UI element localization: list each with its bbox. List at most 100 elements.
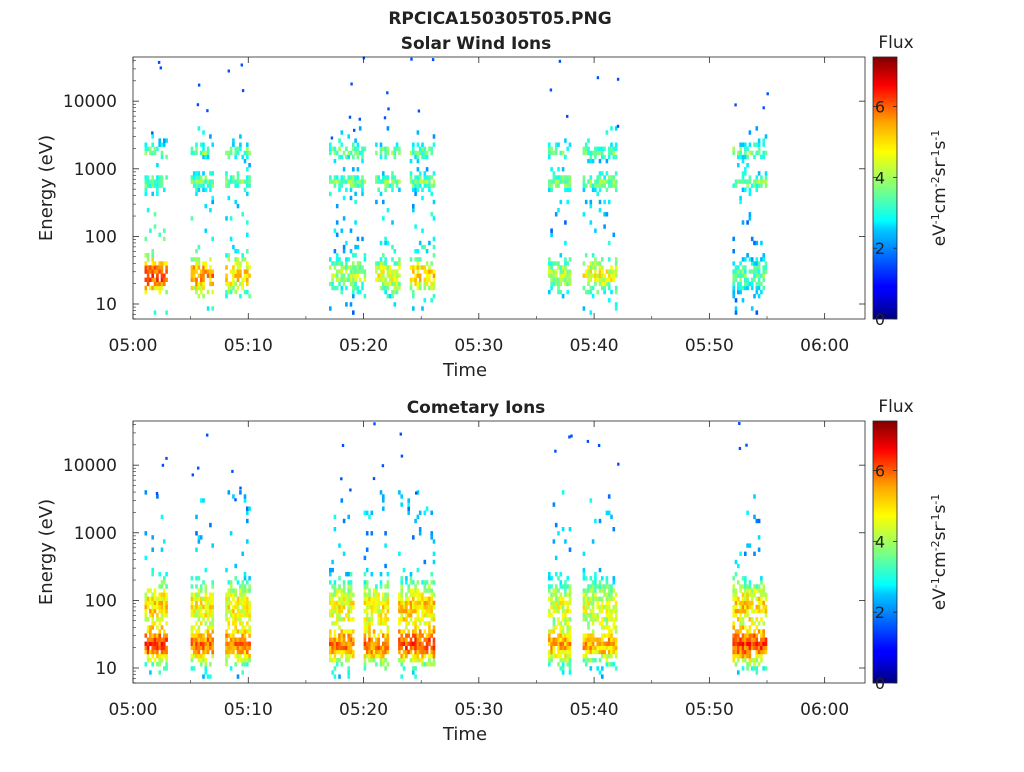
- heatmap-cell: [363, 653, 367, 659]
- heatmap-cell: [557, 617, 560, 622]
- heatmap-cell: [612, 273, 616, 278]
- heatmap-cell: [566, 576, 569, 581]
- heatmap-cell: [347, 637, 350, 642]
- heatmap-cell: [165, 613, 168, 618]
- heatmap-cell: [557, 531, 560, 536]
- heatmap-cell: [199, 604, 203, 610]
- heatmap-cell: [550, 179, 553, 184]
- x-tick-label: 05:20: [339, 336, 388, 356]
- heatmap-cell: [356, 183, 360, 188]
- heatmap-cell: [416, 567, 420, 573]
- heatmap-cell: [766, 92, 769, 96]
- heatmap-cell: [241, 277, 244, 282]
- heatmap-cell: [234, 588, 237, 593]
- heatmap-cell: [225, 294, 228, 299]
- heatmap-cell: [197, 641, 201, 646]
- heatmap-cell: [757, 142, 761, 147]
- heatmap-cell: [594, 617, 597, 622]
- heatmap-cell: [229, 637, 233, 642]
- heatmap-cell: [342, 249, 346, 254]
- heatmap-cell: [232, 277, 235, 282]
- heatmap-cell: [566, 199, 569, 205]
- heatmap-cell: [748, 629, 752, 634]
- heatmap-cell: [349, 633, 353, 638]
- heatmap-cell: [561, 666, 565, 671]
- heatmap-cell: [377, 592, 380, 597]
- heatmap-cell: [412, 265, 415, 270]
- heatmap-cell: [607, 285, 611, 291]
- heatmap-cell: [416, 249, 420, 254]
- heatmap-cell: [568, 645, 572, 651]
- heatmap-cell: [552, 625, 556, 630]
- heatmap-cell: [206, 269, 210, 274]
- heatmap-cell: [156, 146, 159, 151]
- heatmap-cell: [582, 641, 586, 646]
- heatmap-cell: [601, 666, 604, 671]
- heatmap-cell: [400, 494, 403, 499]
- heatmap-cell: [755, 641, 759, 646]
- heatmap-cell: [239, 608, 242, 614]
- heatmap-cell: [750, 285, 754, 291]
- heatmap-cell: [197, 175, 201, 180]
- heatmap-cell: [734, 653, 738, 659]
- heatmap-cell: [559, 150, 563, 156]
- heatmap-cell: [144, 641, 148, 646]
- heatmap-cell: [610, 265, 613, 270]
- heatmap-cell: [414, 281, 417, 287]
- heatmap-cell: [375, 641, 378, 646]
- heatmap-cell: [197, 613, 201, 618]
- heatmap-cell: [739, 150, 742, 156]
- heatmap-cell: [144, 555, 148, 561]
- heatmap-cell: [559, 633, 563, 638]
- heatmap-cell: [584, 645, 588, 651]
- heatmap-cell: [234, 179, 237, 184]
- heatmap-cell: [557, 208, 560, 213]
- heatmap-cell: [421, 195, 424, 201]
- heatmap-cell: [347, 649, 350, 655]
- heatmap-cell: [760, 633, 763, 638]
- heatmap-cell: [598, 158, 602, 164]
- heatmap-cell: [197, 257, 201, 262]
- heatmap-cell: [589, 637, 593, 642]
- heatmap-cell: [564, 281, 567, 287]
- heatmap-cell: [741, 158, 745, 164]
- heatmap-cell: [554, 596, 558, 601]
- heatmap-cell: [195, 179, 198, 184]
- heatmap-cell: [199, 535, 203, 540]
- heatmap-cell: [428, 641, 431, 646]
- heatmap-cell: [211, 580, 214, 585]
- heatmap-cell: [584, 641, 588, 646]
- heatmap-cell: [584, 576, 588, 581]
- heatmap-cell: [764, 592, 768, 597]
- heatmap-cell: [398, 187, 401, 192]
- heatmap-cell: [561, 527, 565, 532]
- heatmap-cell: [750, 592, 754, 597]
- heatmap-cell: [347, 580, 350, 585]
- heatmap-cell: [399, 432, 402, 436]
- heatmap-cell: [370, 572, 374, 577]
- heatmap-cell: [418, 171, 422, 176]
- heatmap-cell: [409, 572, 413, 577]
- heatmap-cell: [248, 273, 251, 278]
- heatmap-cell: [349, 572, 353, 577]
- heatmap-cell: [741, 637, 745, 642]
- heatmap-cell: [248, 641, 251, 646]
- heatmap-cell: [199, 588, 203, 593]
- heatmap-cell: [405, 596, 408, 601]
- heatmap-cell: [352, 179, 355, 184]
- heatmap-cell: [202, 645, 205, 651]
- heatmap-cell: [425, 179, 429, 184]
- heatmap-cell: [204, 613, 208, 618]
- heatmap-cell: [241, 613, 244, 618]
- heatmap-cell: [414, 666, 417, 671]
- heatmap-cell: [755, 310, 759, 315]
- heatmap-cell: [596, 645, 599, 651]
- heatmap-cell: [566, 592, 569, 597]
- heatmap-cell: [379, 265, 383, 270]
- heatmap-cell: [358, 126, 362, 131]
- heatmap-cell: [331, 658, 334, 663]
- heatmap-cell: [605, 600, 609, 606]
- heatmap-cell: [368, 596, 371, 601]
- heatmap-cell: [195, 257, 198, 262]
- heatmap-cell: [603, 645, 606, 651]
